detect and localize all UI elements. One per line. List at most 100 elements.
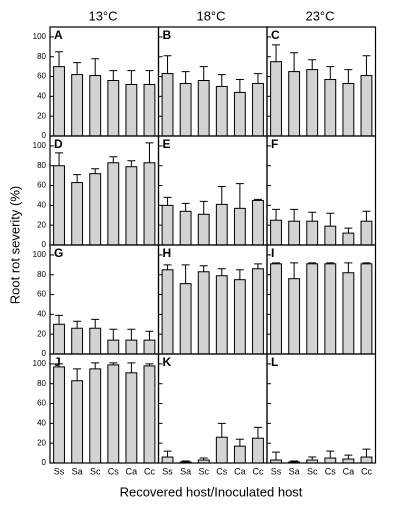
error-bar [344,454,353,460]
bar [360,456,373,464]
y-tick-label: 100 [33,141,47,150]
error-bar [235,438,244,447]
x-tick-label: Ss [162,466,173,476]
panel-frame [266,244,377,355]
error-bar [91,168,100,174]
bar [233,279,246,355]
bar [342,232,355,246]
error-bar [55,152,64,166]
x-axis-label: Recovered host/Inoculated host [120,484,303,499]
y-axis-label: Root rot severity (%) [7,186,22,304]
column-title: 23°C [305,8,334,23]
panel-frame [266,26,377,137]
panel-label: D [54,137,63,151]
y-tick-label: 80 [37,161,46,170]
error-bar [127,362,136,373]
error-bar [272,262,281,264]
y-tick-label: 0 [42,131,47,140]
bar [197,80,210,137]
error-bar [127,160,136,167]
x-tick-label: Ss [271,466,282,476]
error-bar [272,44,281,62]
error-bar [91,58,100,76]
error-bar [91,318,100,329]
bar [71,74,84,137]
bar [89,173,102,246]
panel-label: C [271,28,280,42]
error-bar [181,264,190,284]
bar [143,365,156,464]
error-bar [326,212,335,227]
error-bar [308,59,317,70]
bar [107,80,120,137]
error-bar [217,422,226,438]
bar [215,436,228,464]
panel-frame [157,244,268,355]
bar [360,75,373,137]
bar [342,82,355,137]
error-bar [55,314,64,325]
error-bar [145,142,154,163]
error-bar [73,62,82,75]
error-bar [109,328,118,341]
bar [89,368,102,464]
bar [288,71,301,137]
bar [233,91,246,137]
x-tick-label: Cc [361,466,372,476]
error-bar [290,208,299,222]
bar [270,61,282,137]
y-tick-label: 80 [37,379,46,388]
error-bar [253,263,262,269]
error-bar [199,66,208,81]
bar [252,437,264,464]
error-bar [55,363,64,367]
panel-label: K [163,355,172,369]
error-bar [127,328,136,341]
y-tick-label: 40 [37,418,46,427]
error-bar [91,362,100,369]
bar [53,366,65,464]
error-bar [326,66,335,80]
bar [143,162,156,246]
error-bar [109,70,118,81]
bar [252,268,264,355]
bar [342,272,355,355]
error-bar [163,264,172,270]
error-bar [181,202,190,212]
x-tick-label: Ss [54,466,65,476]
y-tick-label: 60 [37,181,46,190]
x-tick-label: Ca [126,466,138,476]
x-tick-label: Sa [72,466,83,476]
bar [197,271,210,355]
error-bar [145,70,154,85]
bar [71,182,84,246]
bar [53,323,65,355]
error-bar [362,262,371,264]
bar [252,82,264,137]
bar [53,165,65,246]
bar [270,219,282,246]
error-bar [290,460,299,463]
y-tick-label: 0 [42,349,47,358]
bar [215,85,228,137]
panel-frame [49,353,160,464]
bar [179,82,192,137]
error-bar [272,208,281,221]
panel-label: L [271,355,278,369]
bar [53,66,65,137]
y-tick-label: 60 [37,290,46,299]
column-title: 13°C [88,8,117,23]
panel-frame [49,135,160,246]
y-tick-label: 0 [42,458,47,467]
error-bar [235,269,244,280]
error-bar [55,51,64,67]
bar [215,275,228,355]
error-bar [344,262,353,273]
panel-frame [49,244,160,355]
bar [71,327,84,355]
error-bar [181,460,190,463]
panel-frame [157,353,268,464]
bar [143,339,156,355]
error-bar [199,200,208,215]
